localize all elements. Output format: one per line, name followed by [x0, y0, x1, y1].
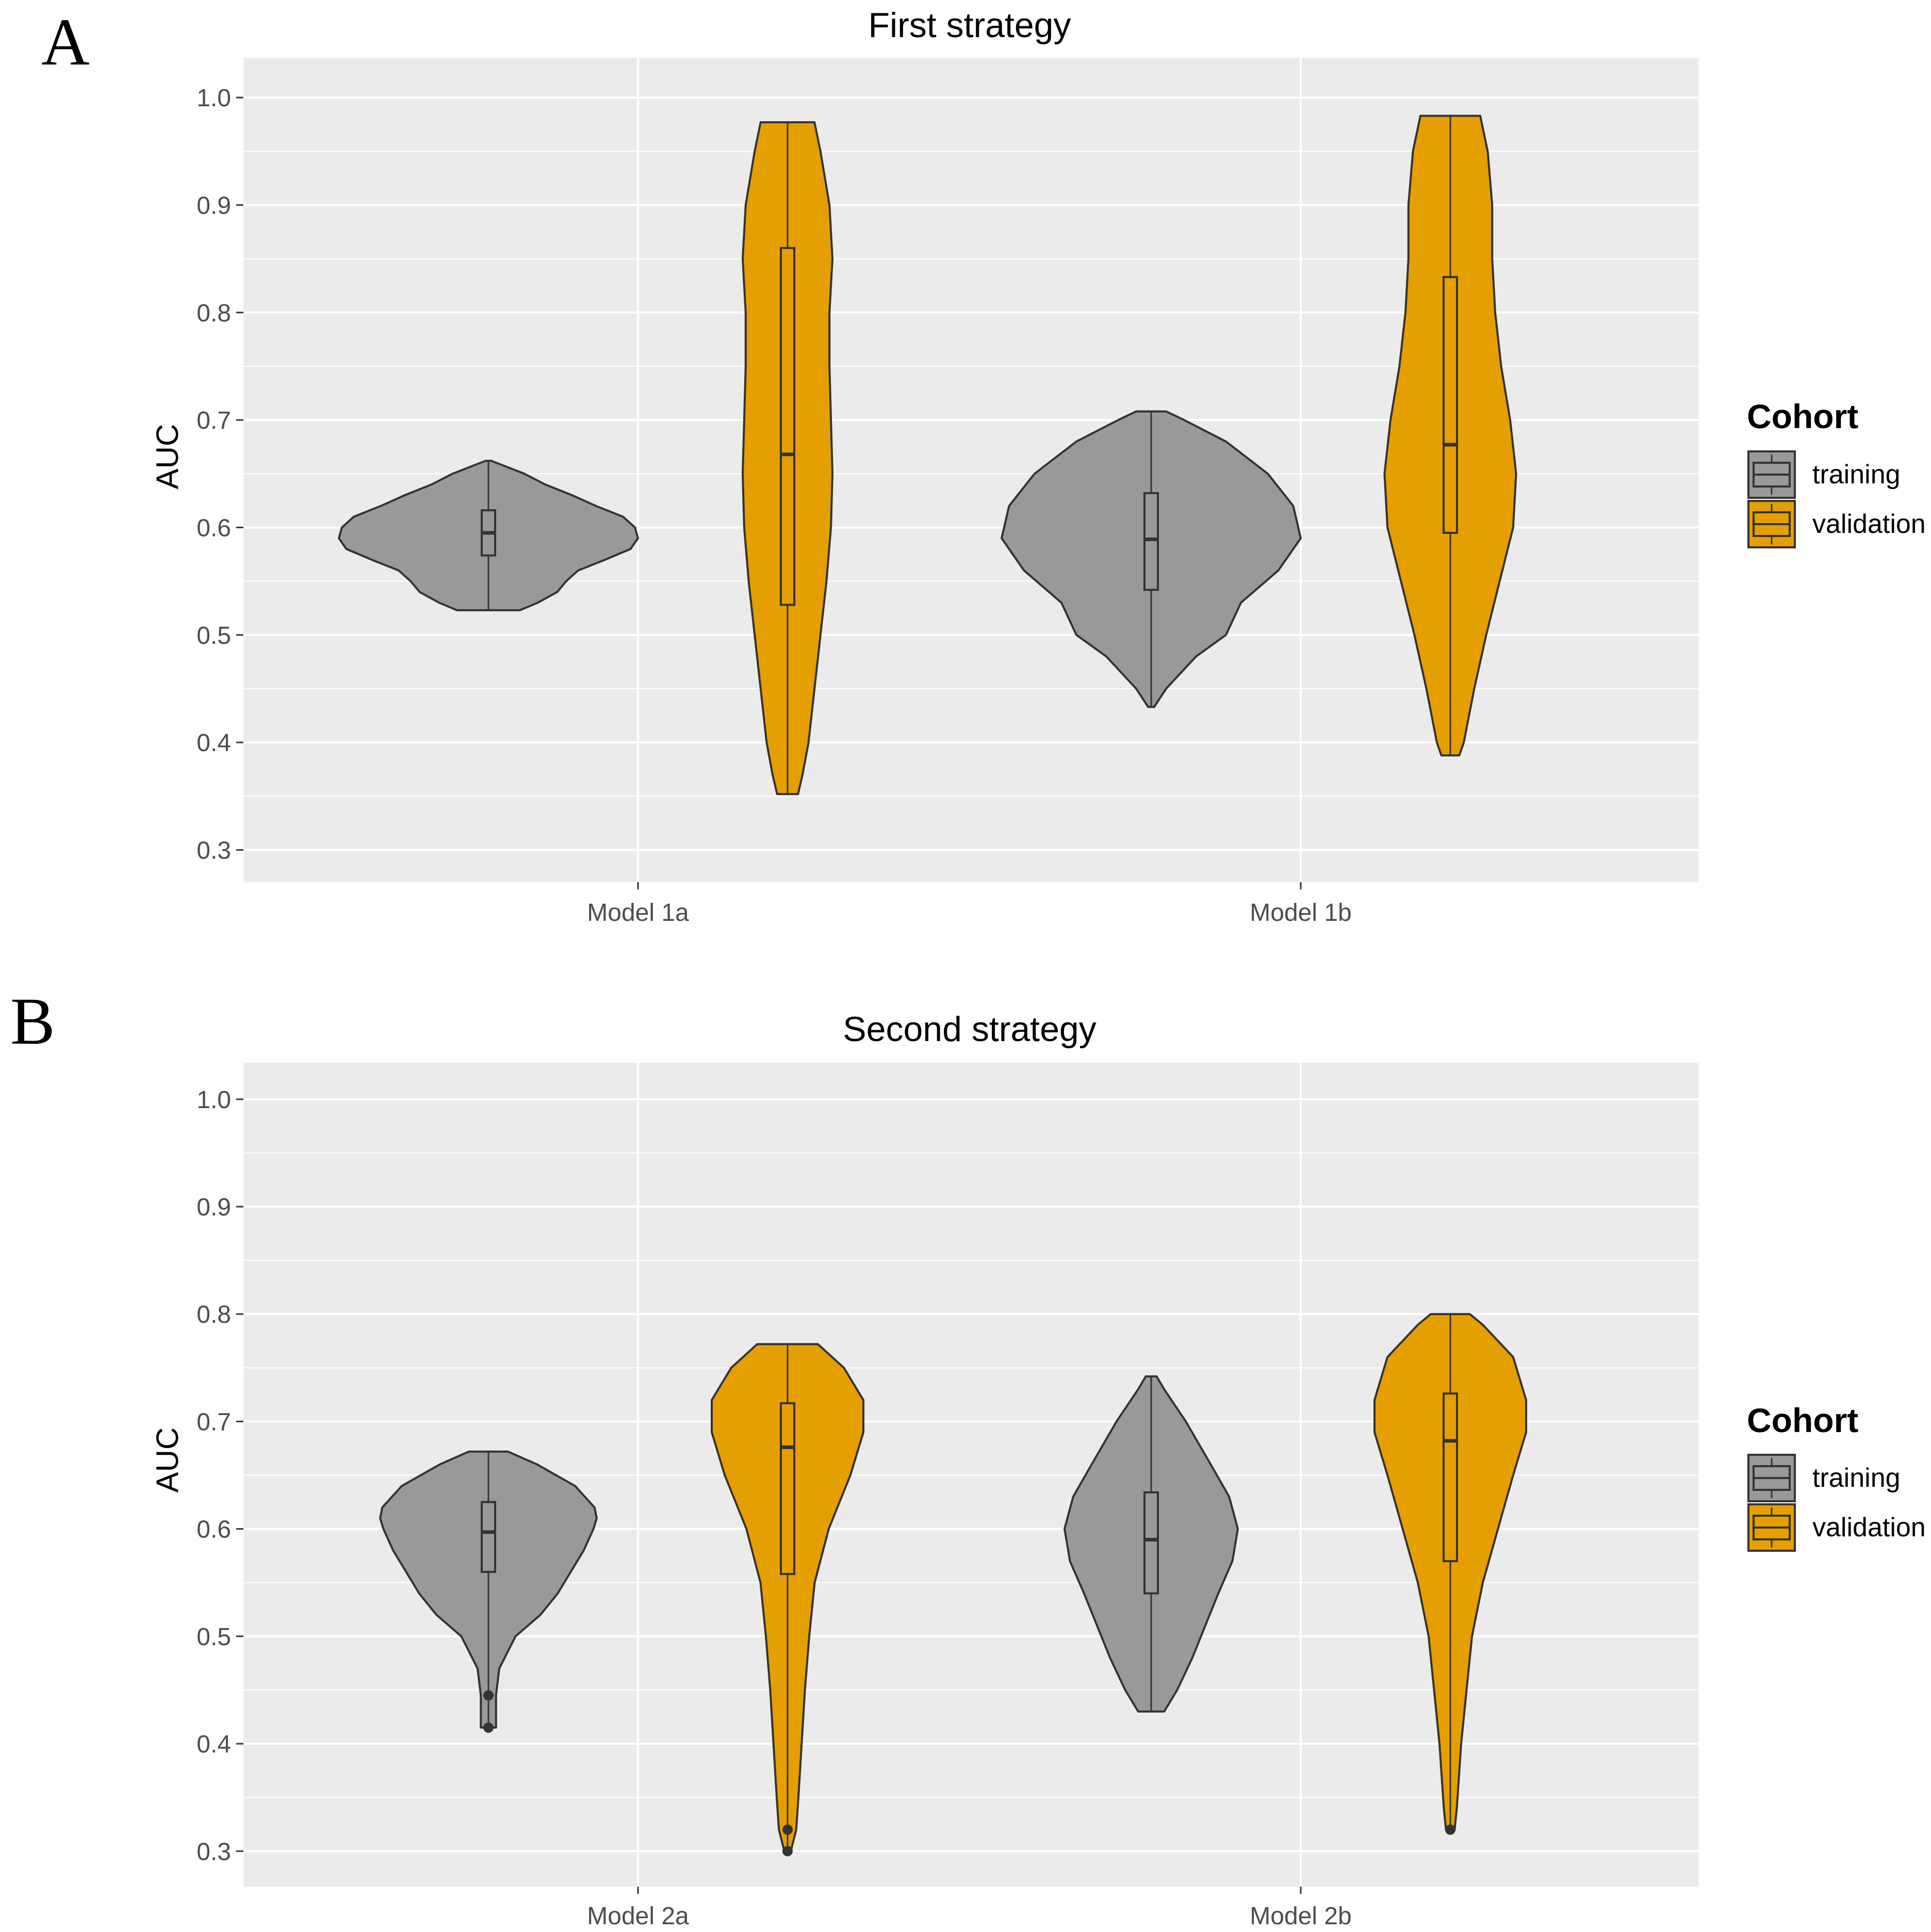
outlier-point — [1445, 1824, 1455, 1835]
y-tick-label: 1.0 — [197, 85, 231, 112]
legend-key-validation: validation — [1747, 500, 1926, 548]
y-tick-label: 0.3 — [197, 1838, 231, 1865]
y-axis-ticks: 0.3 0.4 0.5 0.6 0.7 0.8 0.9 1.0 — [197, 1086, 243, 1865]
legend: Cohort training validation — [1747, 397, 1926, 548]
legend-label: training — [1812, 460, 1901, 490]
outlier-point — [782, 1846, 793, 1857]
violin-training-model-1a — [338, 460, 639, 611]
legend-title: Cohort — [1747, 1401, 1858, 1439]
chart-title: Second strategy — [843, 1010, 1096, 1049]
y-tick-label: 0.5 — [197, 1623, 231, 1651]
y-tick-label: 0.8 — [197, 1301, 231, 1328]
violin-validation-model-1a — [742, 121, 833, 795]
x-tick-label: Model 1b — [1250, 899, 1351, 927]
box-iqr — [780, 1402, 795, 1576]
violins — [379, 1313, 1527, 1857]
y-tick-label: 0.7 — [197, 1408, 231, 1436]
panel-b: B Second strategy 0.3 0.4 0.5 0.6 0.7 0.8 0.9 1… — [10, 984, 1926, 1930]
box-iqr — [1143, 1491, 1159, 1595]
legend-label: training — [1812, 1463, 1901, 1493]
x-tick-label: Model 1a — [587, 899, 689, 927]
violin-training-model-2a — [379, 1450, 598, 1733]
violin-validation-model-2a — [711, 1343, 864, 1857]
x-axis-ticks: Model 2a Model 2b — [587, 1887, 1352, 1930]
outlier-point — [782, 1824, 793, 1835]
violin-training-model-2b — [1063, 1375, 1239, 1713]
box-iqr — [780, 247, 795, 606]
y-tick-label: 0.8 — [197, 300, 231, 327]
legend-key-validation: validation — [1747, 1503, 1926, 1552]
legend-keys: training validation — [1747, 1454, 1926, 1552]
panel-a: A First strategy 0.3 0.4 0.5 0.6 0.7 0.8 0.9 1.… — [41, 5, 1926, 927]
y-tick-label: 0.5 — [197, 622, 231, 650]
violin-validation-model-2b — [1373, 1313, 1527, 1835]
y-tick-label: 1.0 — [197, 1086, 231, 1114]
x-tick-label: Model 2b — [1250, 1903, 1351, 1930]
box-iqr — [1443, 276, 1458, 534]
x-axis-ticks: Model 1a Model 1b — [587, 882, 1352, 927]
box-iqr — [1443, 1392, 1458, 1563]
y-axis-ticks: 0.3 0.4 0.5 0.6 0.7 0.8 0.9 1.0 — [197, 85, 243, 864]
y-axis-label: AUC — [150, 1427, 185, 1493]
legend-key-training: training — [1747, 450, 1901, 499]
y-tick-label: 0.9 — [197, 192, 231, 219]
box-iqr — [481, 1501, 496, 1573]
y-tick-label: 0.7 — [197, 407, 231, 434]
violin-validation-model-1b — [1383, 115, 1517, 757]
chart-title: First strategy — [869, 6, 1071, 45]
y-tick-label: 0.6 — [197, 1516, 231, 1544]
y-tick-label: 0.6 — [197, 514, 231, 542]
legend-key-training: training — [1747, 1454, 1901, 1502]
violin-training-model-1b — [1001, 410, 1302, 708]
y-tick-label: 0.4 — [197, 729, 231, 757]
y-tick-label: 0.9 — [197, 1194, 231, 1221]
box-iqr — [1143, 492, 1159, 591]
violins — [338, 115, 1517, 795]
y-tick-label: 0.4 — [197, 1731, 231, 1758]
legend: Cohort training validation — [1747, 1401, 1926, 1552]
outlier-point — [483, 1690, 494, 1701]
y-tick-label: 0.3 — [197, 837, 231, 864]
panel-letter: B — [10, 984, 55, 1059]
legend-label: validation — [1812, 509, 1926, 539]
panel-letter: A — [41, 5, 90, 79]
outlier-point — [483, 1722, 494, 1733]
legend-label: validation — [1812, 1513, 1926, 1543]
legend-title: Cohort — [1747, 397, 1858, 435]
legend-keys: training validation — [1747, 450, 1926, 548]
y-axis-label: AUC — [150, 424, 185, 490]
x-tick-label: Model 2a — [587, 1903, 689, 1930]
